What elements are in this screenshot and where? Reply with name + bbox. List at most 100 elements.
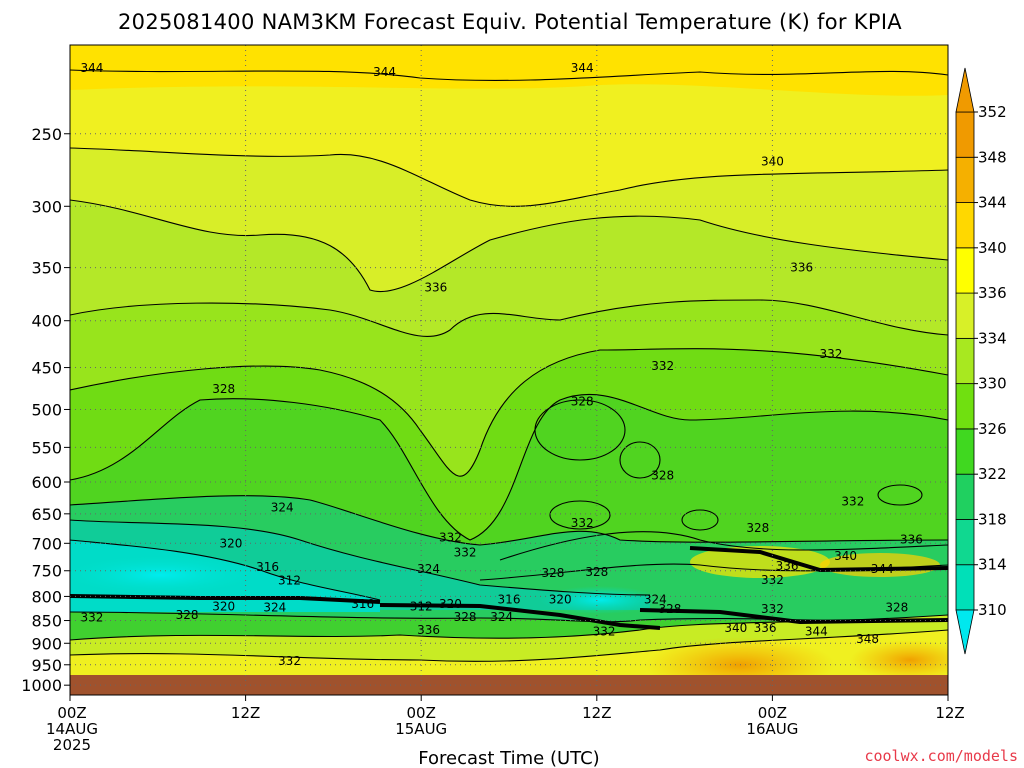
credit-text: coolwx.com/models — [864, 747, 1018, 765]
colorbar-bin — [955, 156, 975, 203]
ground — [70, 675, 948, 695]
contour-label: 336 — [417, 623, 440, 637]
y-tick-label: 700 — [31, 534, 62, 553]
y-tick-label: 450 — [31, 359, 62, 378]
y-tick-label: 400 — [31, 312, 62, 331]
temperature-field — [70, 45, 948, 695]
x-tick-label: 12Z — [582, 704, 611, 722]
contour-label: 328 — [541, 566, 564, 580]
x-tick-label: 12Z — [231, 704, 260, 722]
x-tick-label: 16AUG — [746, 720, 798, 738]
x-axis-label: Forecast Time (UTC) — [418, 748, 599, 768]
colorbar-bin — [955, 564, 975, 611]
contour-label: 328 — [212, 382, 235, 396]
contour-label: 336 — [900, 532, 923, 546]
colorbar-bin — [955, 473, 975, 520]
contour-label: 316 — [351, 597, 374, 611]
contour-label: 332 — [571, 516, 594, 530]
contour-label: 328 — [176, 608, 199, 622]
y-tick-label: 350 — [31, 259, 62, 278]
contour-label: 328 — [454, 610, 477, 624]
contour-label: 344 — [571, 61, 594, 75]
y-tick-label: 250 — [31, 125, 62, 144]
contour-label: 340 — [761, 154, 784, 168]
y-tick-label: 800 — [31, 587, 62, 606]
contour-label: 344 — [373, 65, 396, 79]
contour-label: 332 — [819, 347, 842, 361]
colorbar-bin — [955, 292, 975, 339]
x-tick-label: 00Z — [407, 704, 436, 722]
contour-label: 332 — [278, 654, 301, 668]
contour-label: 324 — [490, 610, 513, 624]
contour-label: 312 — [410, 600, 433, 614]
y-axis: 250 300 350 400 450 500 550 600 650 700 750 800 850 9… — [21, 125, 70, 695]
colorbar-bin — [955, 383, 975, 430]
colorbar-extend-top — [955, 67, 975, 113]
contour-label: 340 — [724, 621, 747, 635]
contour-label: 320 — [439, 597, 462, 611]
chart-title: 2025081400 NAM3KM Forecast Equiv. Potent… — [118, 10, 902, 34]
contour-label: 336 — [790, 261, 813, 275]
colorbar-bin — [955, 519, 975, 566]
contour-label: 332 — [80, 611, 103, 625]
colorbar-label: 352 — [978, 103, 1007, 121]
colorbar-bin — [955, 202, 975, 249]
contour-label: 340 — [834, 549, 857, 563]
colorbar-label: 322 — [978, 465, 1007, 483]
contour-label: 316 — [256, 560, 279, 574]
contour-label: 328 — [651, 468, 674, 482]
colorbar-bin — [955, 111, 975, 158]
y-tick-label: 550 — [31, 438, 62, 457]
colorbar-label: 344 — [978, 194, 1007, 212]
contour-label: 320 — [220, 536, 243, 550]
colorbar-label: 340 — [978, 239, 1007, 257]
colorbar-bin — [955, 428, 975, 475]
y-tick-label: 1000 — [21, 676, 62, 695]
colorbar-label: 326 — [978, 420, 1007, 438]
y-tick-label: 650 — [31, 505, 62, 524]
colorbar-bin — [955, 247, 975, 294]
y-tick-label: 300 — [31, 197, 62, 216]
x-tick-label: 15AUG — [395, 720, 447, 738]
contour-label: 320 — [212, 600, 235, 614]
contour-label: 332 — [651, 359, 674, 373]
y-tick-label: 600 — [31, 473, 62, 492]
y-tick-label: 950 — [31, 656, 62, 675]
contour-label: 332 — [439, 531, 462, 545]
colorbar-label: 310 — [978, 601, 1007, 619]
colorbar-bin — [955, 337, 975, 385]
contour-label: 328 — [571, 394, 594, 408]
contour-label: 344 — [871, 562, 894, 576]
tight-gradient-bands — [70, 546, 948, 630]
colorbar-label: 314 — [978, 556, 1007, 574]
x-tick-label: 00Z — [57, 704, 86, 722]
grid — [70, 45, 948, 695]
contour-label: 336 — [776, 559, 799, 573]
contour-label: 324 — [263, 601, 286, 615]
y-tick-label: 900 — [31, 634, 62, 653]
contour-label: 320 — [549, 592, 572, 606]
y-tick-label: 500 — [31, 400, 62, 419]
contour-labels: 344 344 3443403363363283283323323283243203… — [80, 61, 922, 668]
contour-label: 348 — [856, 632, 879, 646]
x-tick-label: 00Z — [758, 704, 787, 722]
contour-label: 332 — [841, 494, 864, 508]
x-tick-label: 2025 — [53, 736, 91, 754]
contour-label: 316 — [498, 592, 521, 606]
colorbar-label: 318 — [978, 510, 1007, 528]
plot-frame — [69, 44, 949, 696]
colorbar: 310 314 318 322 326 330 334 336 340 344 348 352 — [955, 67, 1007, 655]
colorbar-extend-bottom — [955, 609, 975, 655]
colorbar-label: 330 — [978, 375, 1007, 393]
contour-label: 324 — [271, 501, 294, 515]
y-tick-label: 850 — [31, 612, 62, 631]
contour-label: 324 — [644, 592, 667, 606]
contour-label: 332 — [593, 625, 616, 639]
contour-label: 336 — [424, 281, 447, 295]
colorbar-label: 336 — [978, 284, 1007, 302]
y-tick-label: 750 — [31, 562, 62, 581]
contour-label: 344 — [80, 61, 103, 75]
contour-label: 332 — [454, 545, 477, 559]
contour-label: 344 — [805, 625, 828, 639]
